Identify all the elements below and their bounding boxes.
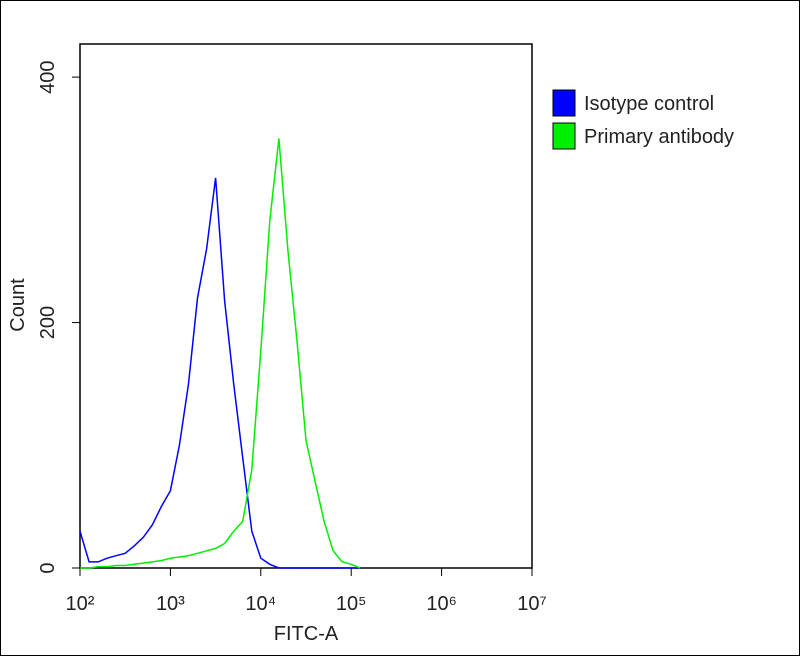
- x-tick-label: 10⁷: [517, 593, 546, 615]
- x-tick-label: 10⁴: [245, 593, 276, 615]
- legend-swatch: [552, 89, 576, 117]
- x-tick-label: 10³: [156, 593, 185, 615]
- legend-label: Primary antibody: [584, 126, 734, 148]
- legend-swatch: [552, 122, 576, 150]
- x-axis-label: FITC-A: [274, 623, 339, 645]
- histogram-line: [80, 138, 361, 569]
- y-axis-label: Count: [7, 278, 29, 332]
- legend-label: Isotype control: [584, 93, 714, 115]
- y-tick-label: 0: [37, 562, 59, 573]
- x-tick-label: 10⁶: [426, 593, 456, 615]
- x-tick-label: 10²: [66, 593, 95, 615]
- y-tick-label: 400: [37, 60, 59, 93]
- x-tick-label: 10⁵: [336, 593, 367, 615]
- y-tick-label: 200: [37, 306, 59, 339]
- histogram-line: [79, 177, 361, 569]
